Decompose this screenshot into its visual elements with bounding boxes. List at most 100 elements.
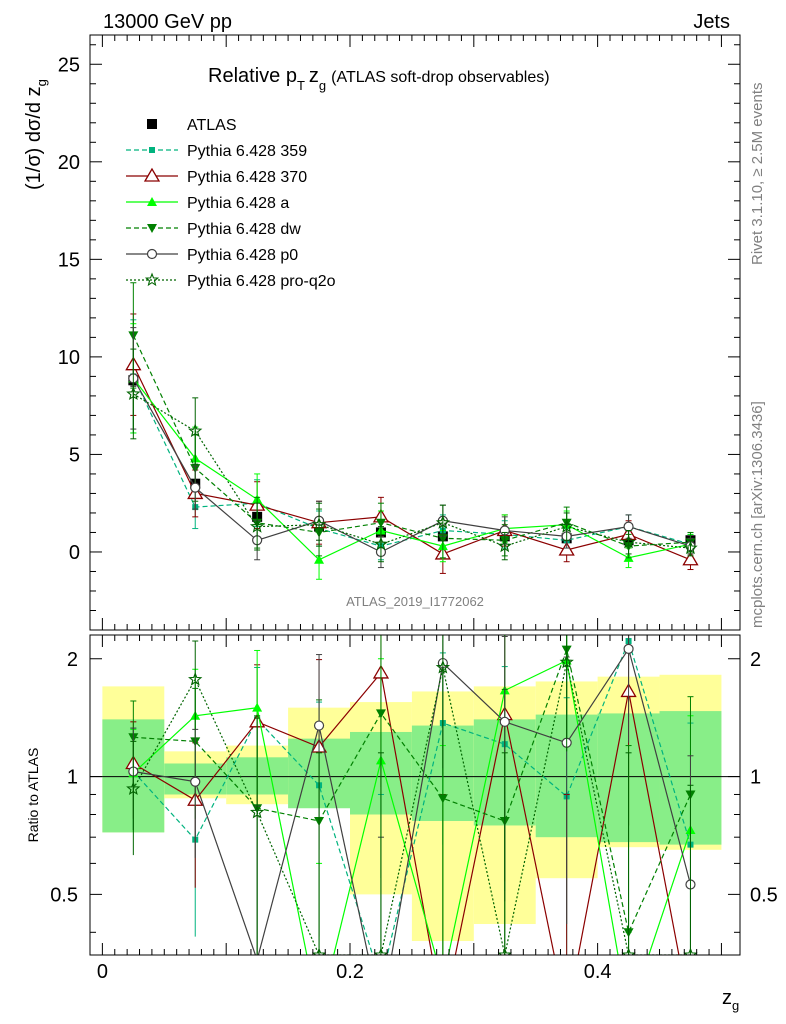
y-tick-label: 25: [58, 54, 80, 76]
data-point-pq2o: [621, 534, 636, 549]
main-ylabel: (1/σ) dσ/d zg: [23, 79, 49, 190]
series-line-p370: [132, 364, 691, 561]
legend-label: Pythia 6.428 a: [187, 195, 289, 212]
data-point-pq2o: [249, 519, 265, 533]
data-point-pq2o: [311, 517, 327, 531]
ratio-y-tick-label-right: 0.5: [750, 884, 778, 906]
series-pp0: [128, 327, 696, 569]
legend-item-p359: Pythia 6.428 359: [126, 143, 307, 160]
ratio-axes: 0.5 0.5 1 1 2 2 0 0.2 0.4: [50, 635, 778, 983]
ratio-point-pq2o: [621, 947, 636, 955]
series-line-pq2o: [132, 393, 691, 549]
y-tick-label: 5: [69, 444, 80, 466]
data-point-pp0: [623, 521, 634, 532]
ratio-y-tick-label: 1: [67, 767, 78, 789]
series-pdw: [128, 282, 696, 559]
legend: ATLAS Pythia 6.428 359 Pythia 6.428 370 Pyt…: [126, 117, 336, 290]
data-point-pp0: [190, 482, 201, 493]
series-pq2o: [126, 348, 698, 563]
main-series-layer: [125, 282, 699, 580]
legend-item-pp0: Pythia 6.428 p0: [126, 247, 298, 264]
main-title: Relative pT zg (ATLAS soft-drop observable…: [208, 65, 550, 93]
ratio-line-p370: [132, 671, 680, 955]
ratio-point-pdw: [437, 794, 448, 804]
series-line-pdw: [132, 335, 691, 547]
ratio-point-pq2o: [311, 947, 327, 955]
series-p359: [130, 319, 694, 561]
data-point-p370: [682, 551, 699, 566]
data-point-pq2o: [497, 538, 512, 553]
legend-label: Pythia 6.428 pro-q2o: [187, 273, 336, 290]
ratio-series-pq2o: [126, 635, 698, 955]
ratio-point-pq2o: [497, 947, 512, 955]
data-point-pq2o: [559, 519, 574, 533]
ratio-line-pa: [132, 659, 692, 955]
analysis-id: ATLAS_2019_I1772062: [346, 594, 484, 609]
legend-marker: [147, 224, 157, 233]
ratio-point-pq2o: [249, 804, 265, 819]
data-point-pq2o: [683, 540, 698, 555]
ratio-y-tick-label: 2: [67, 649, 78, 671]
legend-label: ATLAS: [187, 117, 237, 134]
series-data: [128, 373, 696, 546]
legend-label: Pythia 6.428 p0: [187, 247, 298, 264]
legend-label: Pythia 6.428 dw: [187, 221, 301, 238]
data-point-pq2o: [126, 386, 141, 401]
legend-item-pa: Pythia 6.428 a: [126, 195, 289, 212]
legend-marker: [146, 248, 158, 260]
ratio-point-pp0: [499, 716, 510, 727]
ratio-line-p359: [132, 639, 692, 955]
series-line-p359: [132, 376, 691, 547]
legend-item-p370: Pythia 6.428 370: [126, 167, 307, 186]
mcplots-info: mcplots.cern.ch [arXiv:1306.3436]: [749, 401, 766, 628]
ratio-point-pq2o: [683, 947, 698, 955]
rivet-info: Rivet 3.1.10, ≥ 2.5M events: [749, 83, 766, 266]
x-axis-label: zg: [722, 987, 739, 1013]
legend-marker: [144, 272, 160, 287]
data-point-pdw: [375, 518, 386, 528]
legend-item-pq2o: Pythia 6.428 pro-q2o: [126, 272, 336, 290]
data-point-pq2o: [435, 515, 451, 529]
y-tick-label: 0: [69, 542, 80, 564]
ratio-point-pp0: [623, 643, 634, 654]
ratio-point-pq2o: [435, 660, 451, 674]
legend-label: Pythia 6.428 359: [187, 143, 307, 160]
ratio-line-pq2o: [132, 662, 691, 955]
header-right: Jets: [693, 11, 730, 33]
ratio-point-pq2o: [373, 947, 389, 955]
ratio-line-pdw: [133, 647, 692, 935]
main-frame: [89, 34, 741, 631]
ratio-y-tick-label-right: 1: [750, 767, 761, 789]
legend-marker: [147, 197, 157, 206]
ratio-ylabel: Ratio to ATLAS: [25, 748, 41, 843]
data-point-pq2o: [188, 423, 203, 438]
x-tick-label: 0: [97, 961, 108, 983]
x-tick-label: 0.4: [584, 961, 612, 983]
data-point-p370: [558, 541, 575, 556]
legend-label: Pythia 6.428 370: [187, 169, 307, 186]
legend-marker: [149, 147, 155, 153]
ratio-point-pp0: [313, 720, 325, 731]
series-line-pa: [132, 377, 691, 561]
series-pa: [128, 323, 696, 580]
ratio-line-pp0: [133, 647, 692, 955]
main-axes: 0 5 10 15 20 25: [58, 35, 740, 631]
ratio-point-pq2o: [559, 654, 574, 669]
legend-item-data: ATLAS: [147, 117, 237, 134]
ratio-point-pp0: [190, 776, 201, 787]
series-p370: [125, 313, 699, 574]
legend-item-pdw: Pythia 6.428 dw: [126, 221, 301, 238]
legend-marker: [143, 167, 161, 182]
header-left: 13000 GeV pp: [103, 11, 232, 33]
ratio-series-layer: [125, 635, 698, 955]
y-tick-label: 15: [58, 249, 80, 271]
data-point-pa: [314, 554, 325, 564]
legend-marker: [147, 119, 157, 129]
ratio-point-pdw: [375, 709, 386, 719]
data-point-pq2o: [373, 536, 389, 551]
ratio-point-pa: [252, 702, 263, 712]
ratio-frame: [89, 634, 741, 956]
ratio-point-pq2o: [188, 672, 203, 686]
y-tick-label: 20: [58, 152, 80, 174]
